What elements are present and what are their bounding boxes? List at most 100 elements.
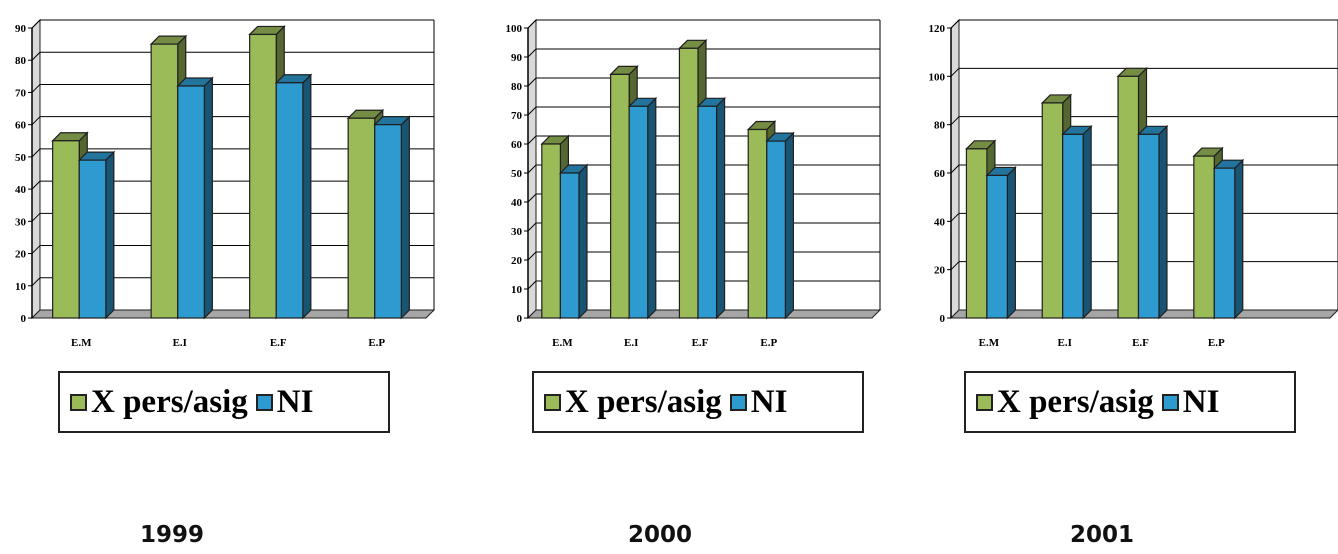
x-category-label: E.F bbox=[1132, 337, 1149, 349]
legend-label: NI bbox=[750, 383, 788, 420]
gridline-side bbox=[31, 180, 41, 190]
bar-front bbox=[559, 172, 580, 319]
y-tick-label: 40 bbox=[511, 197, 523, 209]
chart-legend: X pers/asig NI bbox=[532, 371, 864, 433]
x-category-label: E.M bbox=[552, 337, 573, 349]
gridline-side bbox=[527, 164, 537, 174]
bar-front bbox=[678, 47, 699, 319]
gridline-side bbox=[31, 245, 41, 254]
y-tick-label: 120 bbox=[929, 23, 946, 35]
gridline-side bbox=[527, 48, 537, 58]
gridline-side bbox=[950, 164, 960, 174]
bar-front bbox=[78, 159, 107, 319]
bar-front bbox=[1193, 155, 1215, 319]
bar-front bbox=[610, 73, 630, 319]
chart-panel-1999: 0 10 20 30 40 50 60 70 80 90 E.M E.I E.F E.P X pers/a… bbox=[0, 0, 446, 554]
gridline-side bbox=[527, 251, 537, 261]
bar-front bbox=[1137, 133, 1160, 319]
gridline-side bbox=[527, 135, 537, 145]
bar-front bbox=[766, 140, 786, 319]
legend-label: NI bbox=[1182, 383, 1220, 420]
gridline-side bbox=[527, 280, 537, 290]
bar-front bbox=[965, 148, 988, 319]
bar bbox=[696, 96, 727, 320]
x-category-label: E.P bbox=[1208, 337, 1225, 349]
gridline-side bbox=[527, 222, 537, 232]
gridline-side bbox=[527, 77, 537, 87]
legend-swatch-blue bbox=[255, 393, 273, 411]
bar bbox=[274, 73, 313, 320]
bar-front bbox=[347, 117, 376, 319]
bar-front bbox=[249, 33, 277, 319]
y-tick-label: 0 bbox=[21, 313, 27, 325]
legend-item-x-pers-asig: X pers/asig bbox=[544, 384, 722, 421]
y-tick-label: 60 bbox=[511, 139, 523, 151]
y-tick-label: 50 bbox=[511, 168, 523, 180]
bar-front bbox=[628, 105, 649, 319]
legend-item-ni: NI bbox=[1161, 383, 1220, 421]
bar-side bbox=[578, 163, 588, 320]
side-wall bbox=[31, 18, 41, 320]
chart-panel-2000: 0 10 20 30 40 50 60 70 80 90 100 E.M E.I E.F E.P X per… bbox=[446, 0, 892, 554]
x-category-label: E.I bbox=[624, 337, 638, 349]
x-category-label: E.F bbox=[270, 337, 287, 349]
y-tick-label: 50 bbox=[15, 152, 27, 164]
x-category-label: E.F bbox=[692, 337, 709, 349]
year-label-2001: 2001 bbox=[1069, 522, 1134, 548]
legend-item-ni: NI bbox=[255, 384, 313, 421]
y-tick-label: 100 bbox=[929, 71, 946, 83]
bar-chart-1999: 0 10 20 30 40 50 60 70 80 90 E.M E.I E.F E.P bbox=[15, 18, 436, 349]
legend-swatch-blue bbox=[1161, 393, 1179, 411]
y-tick-label: 40 bbox=[934, 216, 946, 228]
bar bbox=[1061, 124, 1093, 320]
x-category-label: E.P bbox=[368, 337, 385, 349]
x-category-label: E.I bbox=[173, 337, 187, 349]
bar-side bbox=[203, 76, 213, 320]
bar-front bbox=[150, 43, 179, 319]
y-tick-label: 20 bbox=[934, 265, 946, 277]
bar-side bbox=[1082, 124, 1092, 320]
legend-item-x-pers-asig: X pers/asig bbox=[70, 384, 248, 421]
y-tick-label: 30 bbox=[15, 216, 27, 228]
y-tick-label: 80 bbox=[511, 81, 523, 93]
year-label-1999: 1999 bbox=[139, 522, 204, 548]
bar bbox=[1137, 124, 1169, 320]
bar-front bbox=[1117, 75, 1140, 319]
y-tick-label: 90 bbox=[511, 52, 523, 64]
chart-legend: X pers/asig NI bbox=[964, 371, 1296, 433]
y-tick-label: 90 bbox=[15, 23, 27, 35]
gridline-side bbox=[31, 148, 41, 158]
gridline-side bbox=[950, 116, 960, 126]
legend-label: X pers/asig bbox=[565, 383, 722, 420]
bar-front bbox=[1041, 102, 1064, 319]
bar-side bbox=[302, 73, 312, 320]
bar bbox=[176, 76, 214, 320]
legend-label: X pers/asig bbox=[91, 383, 248, 420]
gridline-side bbox=[31, 84, 41, 93]
gridline-side bbox=[527, 193, 537, 203]
bar-chart-2000: 0 10 20 30 40 50 60 70 80 90 100 E.M E.I E.F E.P bbox=[506, 18, 882, 349]
y-tick-label: 100 bbox=[506, 23, 523, 35]
y-tick-label: 60 bbox=[934, 168, 946, 180]
bar bbox=[985, 165, 1017, 320]
bar-side bbox=[105, 150, 115, 320]
bar bbox=[765, 131, 795, 320]
gridline-side bbox=[950, 19, 960, 29]
y-tick-label: 80 bbox=[934, 120, 946, 132]
y-tick-label: 0 bbox=[517, 313, 523, 325]
x-category-label: E.M bbox=[979, 337, 1000, 349]
chart-panel-2001: 0 20 40 60 80 100 120 E.M E.I E.F E.P X pers/asig … bbox=[892, 0, 1338, 554]
x-category-label: E.M bbox=[71, 337, 92, 349]
gridline-side bbox=[527, 19, 537, 29]
x-category-label: E.P bbox=[760, 337, 777, 349]
legend-swatch-blue bbox=[729, 393, 747, 411]
gridline-side bbox=[950, 261, 960, 271]
bar bbox=[627, 96, 658, 320]
bar-front bbox=[52, 140, 80, 319]
bar-side bbox=[715, 96, 726, 320]
legend-swatch-green bbox=[976, 393, 993, 411]
bar-side bbox=[1158, 124, 1168, 320]
bar-side bbox=[1006, 165, 1016, 320]
bar-side bbox=[1234, 158, 1244, 320]
y-tick-label: 80 bbox=[15, 55, 27, 67]
